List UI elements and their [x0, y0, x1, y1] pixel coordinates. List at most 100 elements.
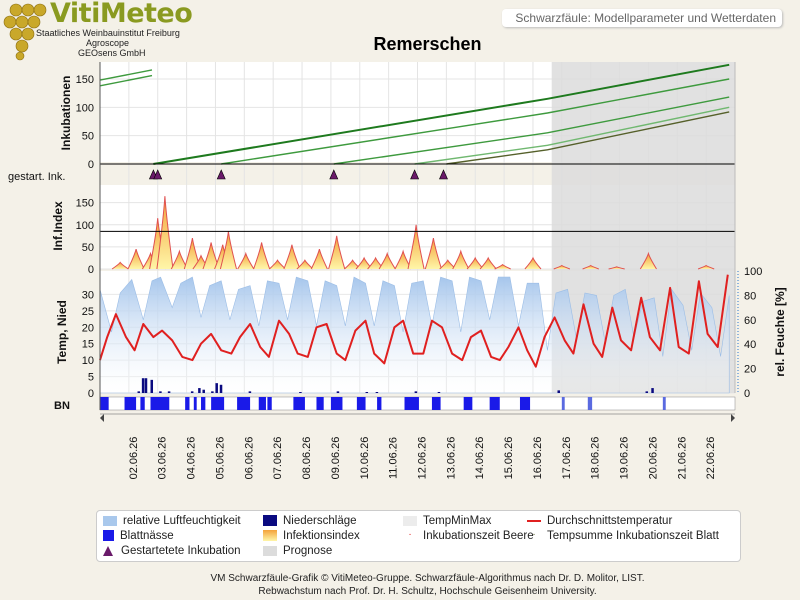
infection-peak-outline — [479, 256, 497, 270]
wetness-bar — [587, 397, 593, 410]
infection-peak — [283, 244, 300, 269]
legend-label: Gestartetete Inkubation — [121, 545, 241, 557]
wetness-bar — [267, 397, 272, 410]
wetness-bar — [293, 397, 305, 410]
precip-bar — [215, 383, 218, 393]
incubation-line — [446, 111, 730, 165]
infection-peak-outline — [394, 249, 412, 270]
wetness-bar — [404, 397, 419, 410]
infection-peak-outline — [127, 248, 145, 270]
infection-peak — [640, 253, 657, 269]
date-tick-label: 05.06.26 — [214, 437, 226, 480]
infection-layer — [100, 196, 735, 270]
temp-tick-label: 5 — [88, 372, 94, 384]
infection-peak-outline — [378, 251, 396, 270]
incubation-line — [99, 69, 153, 81]
humidity-axis-label: rel. Feuchte [%] — [773, 287, 787, 376]
legend-item-wetness: Blattnässe — [103, 530, 174, 542]
inc-tick-label: 150 — [76, 74, 94, 86]
inc-axis-label: Inkubationen — [59, 76, 73, 151]
infection-peak — [253, 242, 270, 269]
infection-peak-outline — [202, 242, 220, 270]
precip-bar — [651, 388, 654, 393]
precip-bar — [202, 389, 205, 393]
footer-line1: VM Schwarzfäule-Grafik © VitiMeteo-Grupp… — [210, 573, 645, 584]
legend-item-started: Gestartetete Inkubation — [103, 545, 241, 557]
precip-bar — [375, 392, 379, 393]
wetness-bar — [237, 397, 251, 410]
infection-peak — [356, 257, 373, 269]
precip-bar — [141, 378, 145, 393]
date-tick-label: 07.06.26 — [272, 437, 284, 480]
wetness-bar — [377, 397, 382, 410]
wetness-bar — [519, 397, 531, 410]
legend-item-tempminmax: TempMinMax — [403, 515, 491, 527]
legend-label: Niederschläge — [283, 515, 357, 527]
infection-peak-outline — [170, 249, 188, 270]
wetness-swatch — [103, 530, 114, 542]
infection-peak-outline — [494, 263, 511, 270]
infection-swatch — [263, 530, 277, 542]
legend-label: Prognose — [283, 545, 333, 557]
wetness-bar — [193, 397, 197, 410]
legend-item-leaf-temp: · Tempsumme Inkubationszeit Blatt — [527, 529, 719, 542]
infection-peak-outline — [697, 264, 715, 270]
temp-axis-label: Temp, Nied — [55, 300, 69, 364]
temp-tick-label: 20 — [82, 322, 94, 334]
wetness-bar — [150, 397, 170, 410]
wetness-bar — [211, 397, 225, 410]
inc-tick-label: 0 — [88, 159, 94, 171]
incubation-line — [333, 96, 730, 165]
inf-tick-label: 150 — [76, 198, 94, 210]
triangle-icon — [103, 545, 113, 556]
infection-peak — [480, 257, 497, 269]
precip-bar — [167, 391, 171, 393]
legend-item-temperature: Durchschnittstemperatur — [527, 515, 672, 527]
infection-peak — [269, 260, 286, 269]
leaf-wetness-layer — [99, 396, 736, 411]
brand-name: VitiMeteo — [50, 0, 193, 29]
humidity-tick-label: 0 — [744, 388, 750, 400]
infection-peak-outline — [296, 259, 314, 270]
date-tick-label: 13.06.26 — [445, 437, 457, 480]
infection-peak — [698, 265, 715, 269]
legend-label: Infektionsindex — [283, 530, 360, 542]
infection-peak-outline — [367, 256, 385, 270]
infection-peak-outline — [407, 224, 425, 270]
legend-label: Blattnässe — [120, 530, 174, 542]
temp-tick-label: 25 — [82, 306, 94, 318]
precipitation-layer — [137, 378, 654, 393]
date-tick-label: 22.06.26 — [705, 437, 717, 480]
humidity-tick-label: 60 — [744, 315, 756, 327]
date-tick-label: 02.06.26 — [128, 437, 140, 480]
infection-peak-outline — [639, 251, 657, 270]
incubation-line — [414, 106, 730, 165]
infection-peak-outline — [553, 264, 571, 270]
triangle-icon — [410, 169, 420, 180]
header-box: Schwarzfäule: Modellparameter und Wetter… — [502, 9, 782, 27]
wetness-bar — [489, 397, 500, 410]
wetness-bar — [140, 397, 145, 410]
date-tick-label: 14.06.26 — [474, 437, 486, 480]
infection-peak-outline — [310, 248, 328, 270]
inf-tick-label: 50 — [82, 242, 94, 254]
precip-bar — [365, 392, 369, 393]
precip-bar — [414, 391, 418, 393]
precip-bar — [219, 384, 223, 393]
infection-peak — [494, 264, 511, 269]
precip-bar — [159, 391, 162, 393]
infection-peak-outline — [328, 235, 346, 270]
bn-label: BN — [54, 400, 70, 412]
infection-peak-outline — [452, 249, 470, 270]
incubation-line — [99, 74, 153, 87]
scroll-right-icon — [731, 414, 735, 422]
infection-peak — [452, 251, 469, 269]
wetness-bar — [330, 397, 343, 410]
humidity-tick-label: 80 — [744, 290, 756, 302]
temperature-swatch — [527, 519, 541, 522]
date-tick-label: 16.06.26 — [532, 437, 544, 480]
infection-peak-outline — [253, 242, 271, 270]
infection-peak — [311, 249, 328, 269]
wetness-bar — [124, 397, 137, 410]
infection-peak — [524, 257, 541, 269]
